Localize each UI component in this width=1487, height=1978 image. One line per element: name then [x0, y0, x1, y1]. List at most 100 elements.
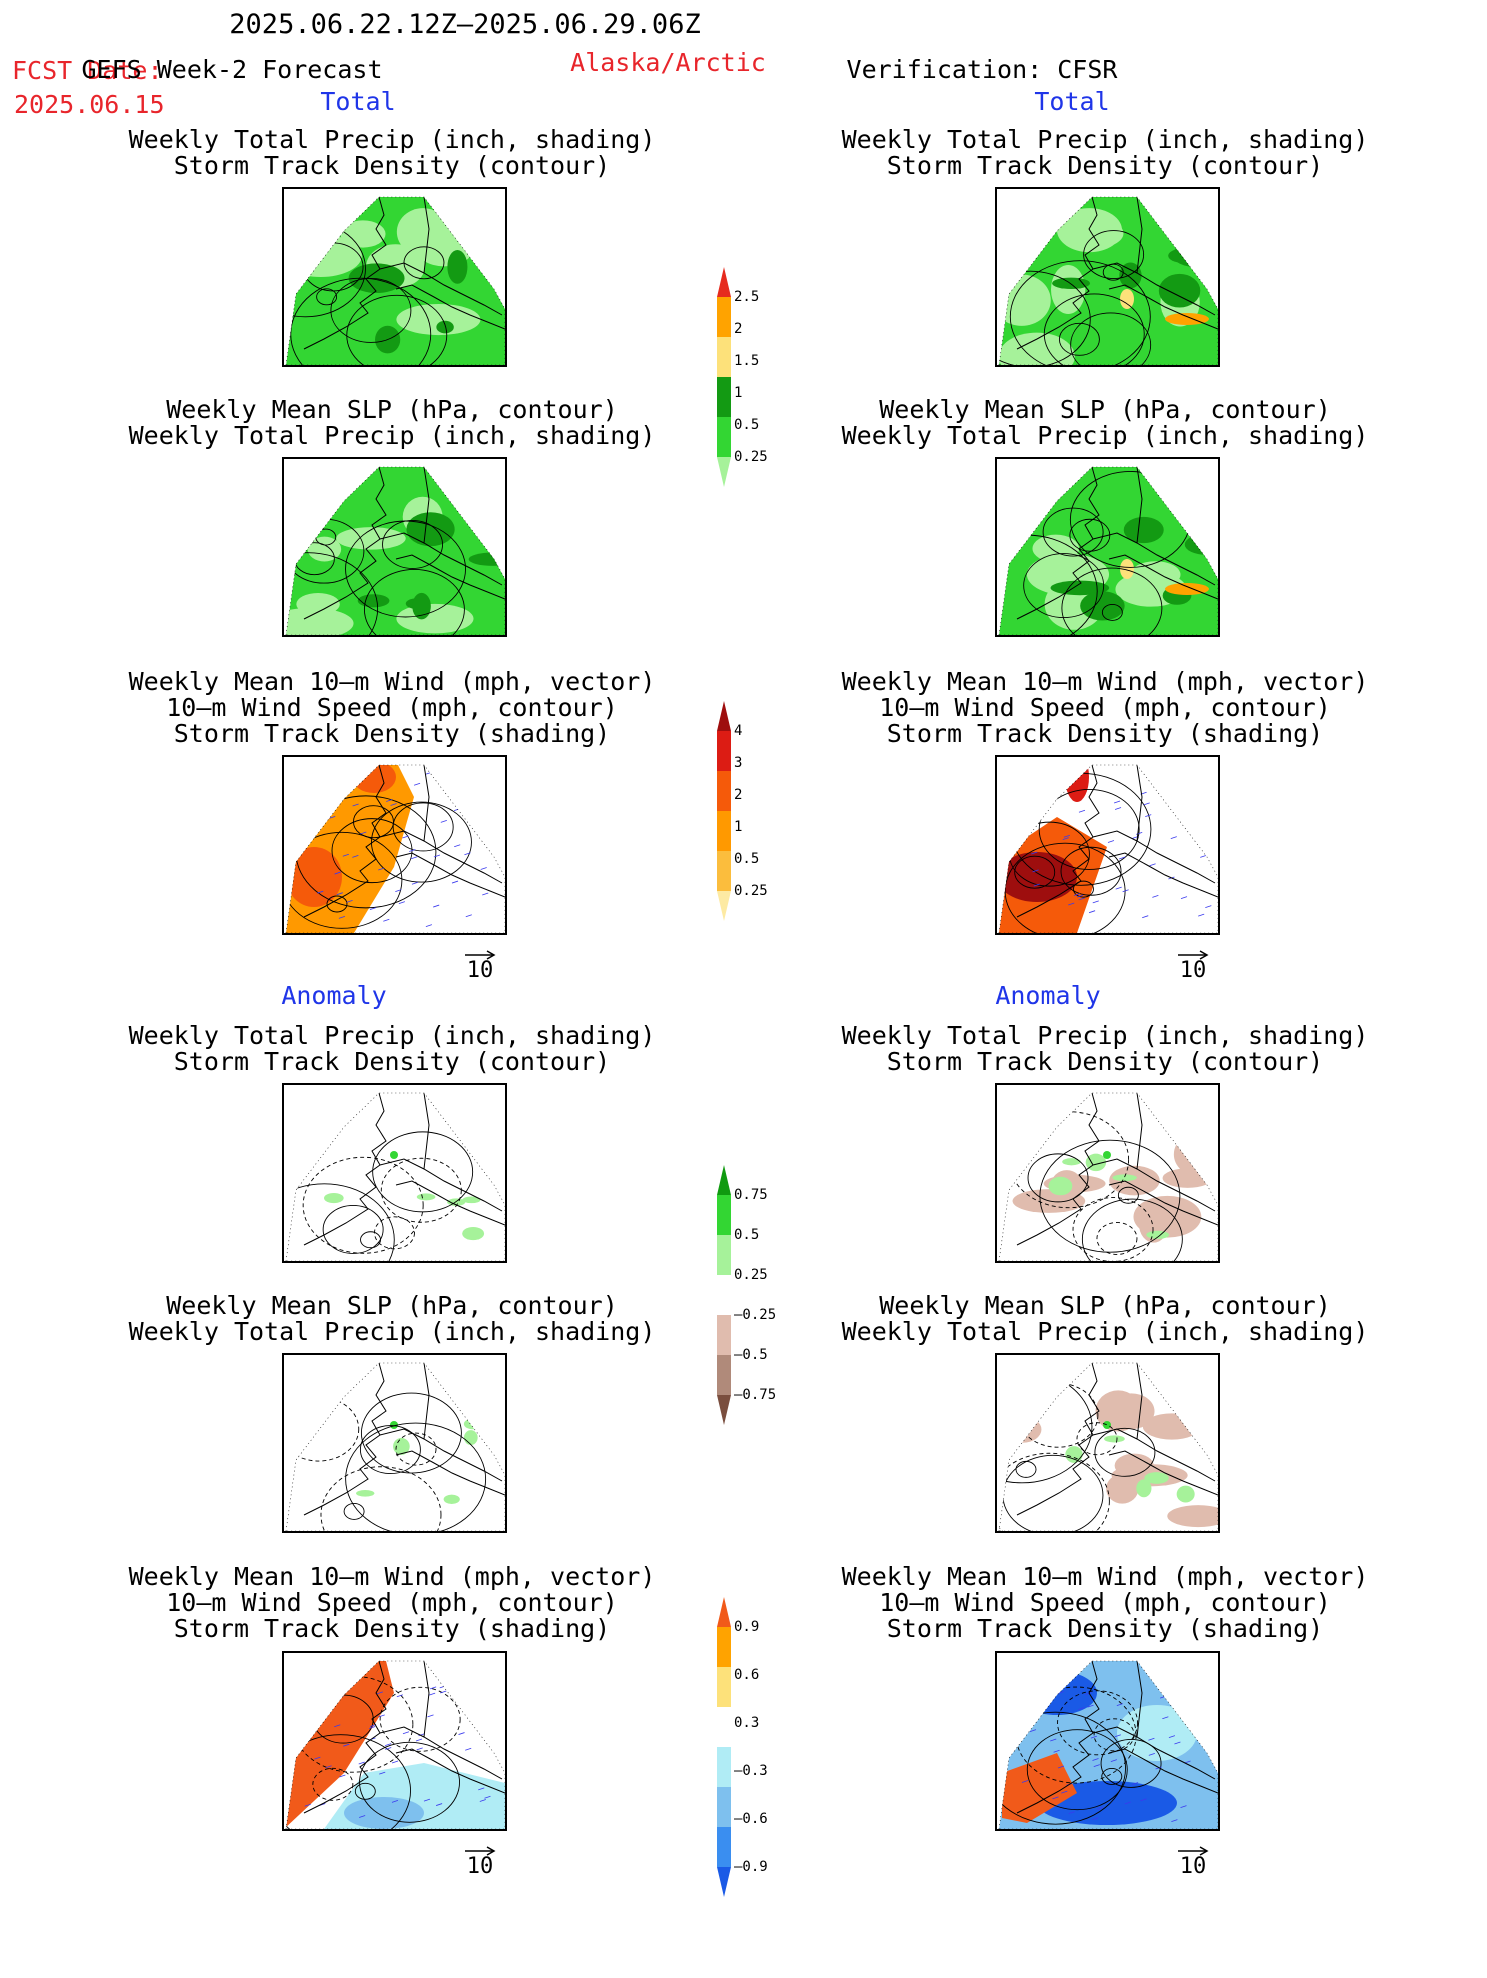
map-anom-wind-storm-verification — [995, 1651, 1220, 1831]
panel-title-precip_storm-anom-left-line2: Storm Track Density (contour) — [173, 1047, 611, 1076]
panel-title-wind_storm-total-right-line1: Weekly Mean 10–m Wind (mph, vector) — [841, 667, 1369, 696]
panel-title-precip_storm-total-left-line1: Weekly Total Precip (inch, shading) — [128, 125, 656, 154]
colorbar-swatch — [717, 811, 731, 851]
colorbar-label: –0.6 — [734, 1811, 768, 1827]
colorbar-swatch — [717, 1195, 731, 1235]
colorbar-label: 0.5 — [734, 1227, 760, 1243]
colorbar-label: –0.25 — [734, 1307, 777, 1323]
panel-title-wind_storm-total-left-line2: 10–m Wind Speed (mph, contour) — [166, 693, 618, 722]
panel-title-wind_storm-anom-left-line3: Storm Track Density (shading) — [173, 1614, 611, 1643]
colorbar-top-arrow — [717, 701, 731, 731]
colorbar-swatch — [717, 1627, 731, 1667]
vector-key-anom-right: 10 — [1163, 1846, 1223, 1878]
colorbar-bottom-arrow — [717, 891, 731, 921]
colorbar-top-arrow — [717, 267, 731, 297]
colorbar-swatch — [717, 337, 731, 377]
colorbar-label: 0.3 — [734, 1715, 760, 1731]
colorbar-swatch — [717, 1707, 731, 1747]
colorbar-label: 2 — [734, 787, 743, 803]
map-anom-precip-storm-verification — [995, 1083, 1220, 1263]
map-total-slp-precip-forecast — [282, 457, 507, 637]
colorbar-swatches — [717, 1165, 731, 1425]
colorbar-label: –0.3 — [734, 1763, 768, 1779]
section-total-right: Total — [1034, 87, 1110, 116]
panel-title-wind_storm-total-right-line3: Storm Track Density (shading) — [886, 719, 1324, 748]
section-anomaly-left: Anomaly — [281, 981, 387, 1010]
section-total-left: Total — [320, 87, 396, 116]
panel-title-slp_precip-anom-right-line1: Weekly Mean SLP (hPa, contour) — [879, 1291, 1331, 1320]
colorbar-label: –0.9 — [734, 1859, 768, 1875]
panel-title-slp_precip-total-left-line2: Weekly Total Precip (inch, shading) — [128, 421, 656, 450]
vector-key-total-left: 10 — [450, 950, 510, 982]
colorbar-label: 0.25 — [734, 1267, 768, 1283]
colorbar-swatch — [717, 731, 731, 771]
panel-title-precip_storm-total-left-line2: Storm Track Density (contour) — [173, 151, 611, 180]
panel-title-precip_storm-anom-right-line2: Storm Track Density (contour) — [886, 1047, 1324, 1076]
map-anom-slp-precip-forecast — [282, 1353, 507, 1533]
map-anom-precip-storm-forecast — [282, 1083, 507, 1263]
colorbar-label: 1 — [734, 819, 743, 835]
colorbar-swatch — [717, 1667, 731, 1707]
panel-title-wind_storm-anom-left-line1: Weekly Mean 10–m Wind (mph, vector) — [128, 1562, 656, 1591]
colorbar-swatch — [717, 1827, 731, 1867]
map-total-precip-storm-verification — [995, 187, 1220, 367]
fcst-date-value: 2025.06.15 — [14, 90, 165, 119]
fcst-date-label: FCST Date: — [12, 56, 163, 85]
panel-title-wind_storm-anom-right-line3: Storm Track Density (shading) — [886, 1614, 1324, 1643]
map-anom-wind-storm-forecast — [282, 1651, 507, 1831]
vector-key-anom-left: 10 — [450, 1846, 510, 1878]
colorbar-swatch — [717, 771, 731, 811]
panel-title-wind_storm-total-left-line3: Storm Track Density (shading) — [173, 719, 611, 748]
colorbar-label: –0.75 — [734, 1387, 777, 1403]
colorbar-label: 0.9 — [734, 1619, 760, 1635]
colorbar-label: 2 — [734, 321, 743, 337]
panel-title-slp_precip-anom-left-line1: Weekly Mean SLP (hPa, contour) — [166, 1291, 618, 1320]
section-anomaly-right: Anomaly — [995, 981, 1101, 1010]
colorbar-swatch — [717, 297, 731, 337]
panel-title-slp_precip-anom-left-line2: Weekly Total Precip (inch, shading) — [128, 1317, 656, 1346]
colorbar-top-arrow — [717, 1165, 731, 1195]
panel-title-precip_storm-total-right-line1: Weekly Total Precip (inch, shading) — [841, 125, 1369, 154]
panel-title-wind_storm-total-left-line1: Weekly Mean 10–m Wind (mph, vector) — [128, 667, 656, 696]
colorbar-swatch — [717, 1787, 731, 1827]
panel-title-wind_storm-total-right-line2: 10–m Wind Speed (mph, contour) — [879, 693, 1331, 722]
model-title: GEFS Week-2 Forecast — [81, 55, 383, 84]
verification-title: Verification: CFSR — [846, 55, 1118, 84]
colorbar-label: 3 — [734, 755, 743, 771]
colorbar-swatch — [717, 1315, 731, 1355]
colorbar-label: 0.75 — [734, 1187, 768, 1203]
colorbar-swatches — [717, 267, 731, 487]
colorbar-swatches — [717, 1597, 731, 1897]
colorbar-swatch — [717, 377, 731, 417]
map-anom-slp-precip-verification — [995, 1353, 1220, 1533]
date-range-title: 2025.06.22.12Z–2025.06.29.06Z — [229, 9, 701, 40]
colorbar-bottom-arrow — [717, 1867, 731, 1897]
panel-title-slp_precip-total-right-line1: Weekly Mean SLP (hPa, contour) — [879, 395, 1331, 424]
colorbar-swatch — [717, 851, 731, 891]
panel-title-precip_storm-anom-right-line1: Weekly Total Precip (inch, shading) — [841, 1021, 1369, 1050]
colorbar-bottom-arrow — [717, 457, 731, 487]
colorbar-label: 4 — [734, 723, 743, 739]
panel-title-wind_storm-anom-left-line2: 10–m Wind Speed (mph, contour) — [166, 1588, 618, 1617]
panel-title-wind_storm-anom-right-line2: 10–m Wind Speed (mph, contour) — [879, 1588, 1331, 1617]
panel-title-slp_precip-total-right-line2: Weekly Total Precip (inch, shading) — [841, 421, 1369, 450]
map-total-slp-precip-verification — [995, 457, 1220, 637]
colorbar-swatch — [717, 1235, 731, 1275]
colorbar-label: 1 — [734, 385, 743, 401]
colorbar-label: 0.6 — [734, 1667, 760, 1683]
region-title: Alaska/Arctic — [570, 48, 766, 77]
panel-title-precip_storm-anom-left-line1: Weekly Total Precip (inch, shading) — [128, 1021, 656, 1050]
map-total-precip-storm-forecast — [282, 187, 507, 367]
colorbar-label: 0.5 — [734, 417, 760, 433]
colorbar-label: –0.5 — [734, 1347, 768, 1363]
panel-title-wind_storm-anom-right-line1: Weekly Mean 10–m Wind (mph, vector) — [841, 1562, 1369, 1591]
colorbar-top-arrow — [717, 1597, 731, 1627]
colorbar-swatch — [717, 1747, 731, 1787]
colorbar-label: 0.25 — [734, 449, 768, 465]
panel-title-slp_precip-total-left-line1: Weekly Mean SLP (hPa, contour) — [166, 395, 618, 424]
colorbar-label: 2.5 — [734, 289, 760, 305]
colorbar-label: 0.5 — [734, 851, 760, 867]
colorbar-swatch — [717, 1275, 731, 1315]
map-total-wind-storm-forecast — [282, 755, 507, 935]
map-total-wind-storm-verification — [995, 755, 1220, 935]
